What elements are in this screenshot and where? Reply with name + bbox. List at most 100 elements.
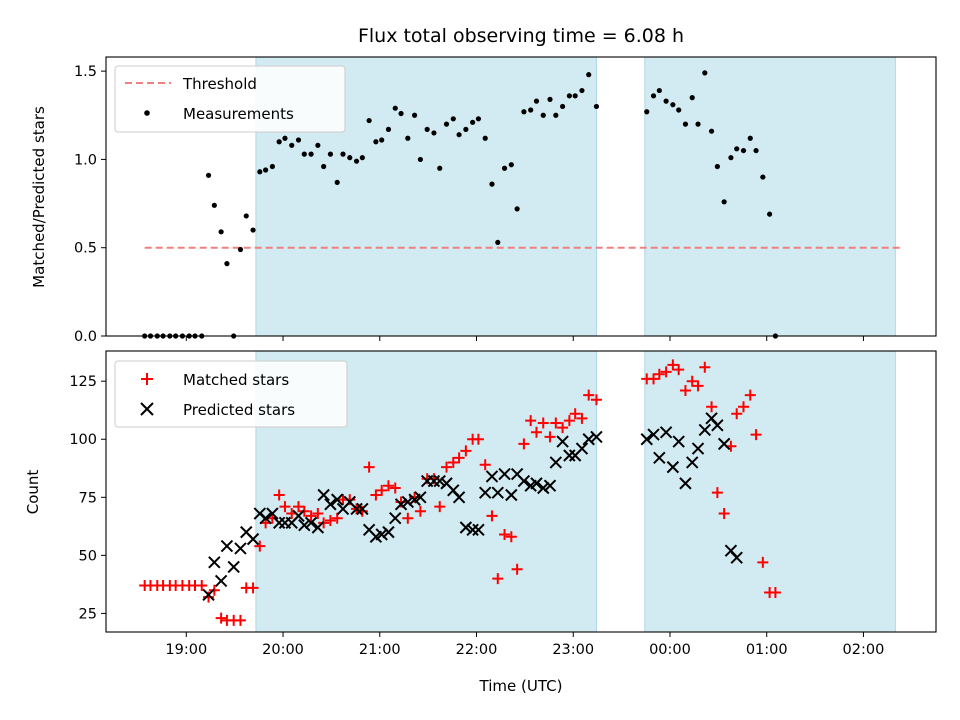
matched-star-point xyxy=(472,433,484,445)
matched-star-point xyxy=(196,580,208,592)
predicted-star-point xyxy=(208,556,221,569)
matched-star-point xyxy=(648,373,660,385)
predicted-star-point xyxy=(698,423,712,437)
matched-star-point xyxy=(273,489,285,501)
matched-star-point xyxy=(434,501,446,513)
matched-star-point xyxy=(660,366,672,378)
measurement-point xyxy=(366,117,372,124)
matched-star-point xyxy=(544,431,556,443)
measurement-point xyxy=(359,155,365,161)
matched-star-point xyxy=(718,508,730,520)
measurement-point xyxy=(385,126,392,132)
matched-star-point xyxy=(692,380,704,392)
legend-predicted-label: Predicted stars xyxy=(183,401,295,419)
measurement-point xyxy=(417,156,423,163)
matched-star-point xyxy=(667,359,679,371)
measurement-point xyxy=(689,95,695,101)
measurement-point xyxy=(533,98,540,104)
y-tick-label: 125 xyxy=(69,374,97,390)
matched-star-point xyxy=(305,510,317,522)
matched-star-point xyxy=(583,389,595,401)
predicted-star-point xyxy=(530,477,543,490)
y-tick-label: 1.5 xyxy=(74,64,97,80)
predicted-star-point xyxy=(266,507,279,520)
measurement-point xyxy=(547,96,553,102)
y-tick-label: 100 xyxy=(69,432,97,448)
y-tick-label: 50 xyxy=(79,548,97,564)
matched-star-point xyxy=(757,556,769,568)
measurement-point xyxy=(257,169,263,175)
predicted-star-point xyxy=(202,588,215,602)
observing-windows-top xyxy=(255,56,896,337)
measurement-point xyxy=(521,109,527,115)
measurement-point xyxy=(379,137,385,143)
measurement-point xyxy=(728,155,734,161)
legend-measurements-label: Measurements xyxy=(183,105,294,123)
predicted-star-point xyxy=(259,511,272,525)
predicted-star-point xyxy=(505,488,518,502)
matched-star-point xyxy=(376,484,388,496)
measurement-point xyxy=(282,135,288,141)
matched-star-point xyxy=(557,422,569,434)
predicted-star-point xyxy=(472,523,485,537)
measurement-point xyxy=(676,107,682,113)
measurement-point xyxy=(443,121,450,127)
matched-star-point xyxy=(706,401,718,413)
measurement-point xyxy=(263,167,269,173)
predicted-star-point xyxy=(556,435,569,448)
predicted-star-point xyxy=(414,491,427,504)
measurement-point xyxy=(514,206,520,212)
predicted-star-point xyxy=(686,456,699,469)
predicted-star-point xyxy=(330,493,344,506)
matched-star-point xyxy=(769,587,781,599)
predicted-star-point xyxy=(466,523,479,537)
x-tick-label: 20:00 xyxy=(262,642,304,658)
predicted-star-point xyxy=(563,449,576,462)
x-tick-label: 19:00 xyxy=(165,642,207,658)
predicted-star-point xyxy=(298,518,311,532)
measurement-point xyxy=(431,130,437,136)
predicted-star-point xyxy=(220,539,234,553)
matched-star-point xyxy=(744,389,756,401)
predicted-star-point xyxy=(292,509,305,523)
matched-star-point xyxy=(254,540,266,552)
measurement-point xyxy=(695,121,701,127)
matched-star-point xyxy=(518,438,530,450)
matched-star-point xyxy=(363,461,375,473)
legend-threshold-label: Threshold xyxy=(182,75,257,93)
measurement-point xyxy=(702,70,708,76)
matched-star-point xyxy=(279,501,291,513)
y-tick-label: 0.5 xyxy=(74,241,97,257)
measurement-point xyxy=(218,229,224,235)
measurement-point xyxy=(734,146,740,152)
x-tick-label: 01:00 xyxy=(746,642,788,658)
matched-star-point xyxy=(569,408,581,420)
x-tick-label: 02:00 xyxy=(843,642,885,658)
measurement-point xyxy=(392,105,398,111)
predicted-star-point xyxy=(491,486,504,499)
measurement-point xyxy=(411,112,418,118)
bottom-legend: Matched stars Predicted stars xyxy=(114,360,348,428)
matched-star-point xyxy=(382,480,394,492)
measurement-point xyxy=(767,211,773,217)
bottom-axes-frame xyxy=(105,350,937,633)
measurement-point xyxy=(340,151,346,157)
y-tick-label: 1.0 xyxy=(74,152,97,168)
predicted-star-point xyxy=(543,479,557,492)
matched-star-point xyxy=(653,368,665,380)
measurement-point xyxy=(405,135,411,141)
matched-star-point xyxy=(525,415,537,427)
bottom-x-ticks: 19:00 20:00 21:00 22:00 23:00 00:00 01:00 02:00 xyxy=(165,632,884,658)
predicted-star-point xyxy=(311,521,325,534)
predicted-star-point xyxy=(647,428,660,441)
matched-star-point xyxy=(711,487,723,499)
matched-star-point xyxy=(441,461,453,473)
measurement-point xyxy=(656,87,662,94)
predicted-star-point xyxy=(382,525,395,539)
chart-title: Flux total observing time = 6.08 h xyxy=(358,25,684,47)
predicted-star-point xyxy=(659,426,673,439)
predicted-star-point xyxy=(246,532,260,546)
legend-matched-label: Matched stars xyxy=(183,371,289,389)
matched-star-point xyxy=(370,489,382,501)
matched-star-point xyxy=(590,394,602,406)
